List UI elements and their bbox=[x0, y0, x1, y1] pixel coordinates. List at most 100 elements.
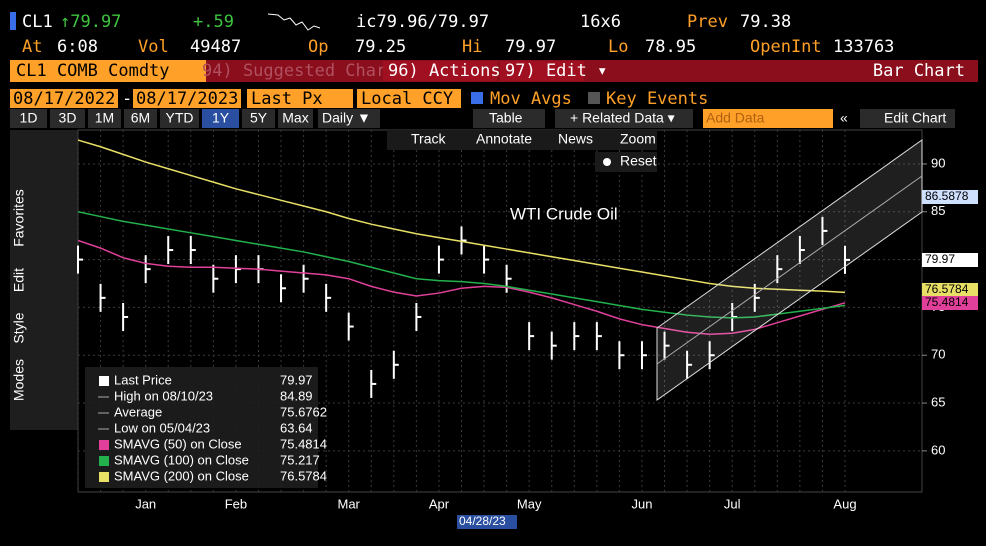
range-btn[interactable] bbox=[88, 109, 121, 128]
range-btn[interactable] bbox=[202, 109, 239, 128]
price-bar bbox=[595, 322, 602, 351]
currency[interactable]: Local CCY bbox=[361, 89, 453, 109]
annotate[interactable]: Annotate bbox=[476, 131, 532, 147]
y-tick-label: 90 bbox=[931, 155, 945, 170]
price-bar bbox=[77, 245, 83, 274]
edit[interactable]: 97) Edit ▾ bbox=[505, 61, 607, 81]
side-tab[interactable]: Edit bbox=[11, 268, 27, 292]
y-tick-label: 60 bbox=[931, 442, 945, 457]
related[interactable]: + Related Data ▾ bbox=[570, 110, 675, 126]
price-bar bbox=[144, 255, 151, 284]
mov-avgs-checkbox[interactable] bbox=[471, 92, 483, 104]
range[interactable]: 1D bbox=[20, 110, 38, 126]
price-bar bbox=[122, 302, 129, 331]
edit-btn[interactable] bbox=[500, 61, 584, 81]
range[interactable]: 1Y bbox=[212, 110, 230, 126]
price-bar bbox=[618, 341, 625, 370]
side-tab[interactable]: Favorites bbox=[11, 189, 27, 247]
mov-avgs[interactable]: Mov Avgs bbox=[490, 89, 572, 109]
related-btn[interactable] bbox=[555, 109, 693, 128]
range-btn[interactable] bbox=[278, 109, 313, 128]
legend-label: SMAVG (50) on Close bbox=[114, 436, 242, 451]
legend-value: 84.89 bbox=[280, 388, 313, 403]
price-bar bbox=[234, 255, 241, 284]
price-bar bbox=[844, 245, 850, 274]
range[interactable]: 1M bbox=[95, 110, 114, 126]
legend-value: 75.6762 bbox=[280, 404, 327, 419]
y-tick-label: 65 bbox=[931, 394, 945, 409]
legend-swatch bbox=[99, 376, 109, 386]
price-bar bbox=[437, 245, 444, 274]
price-bar bbox=[212, 264, 219, 293]
range-btn[interactable] bbox=[160, 109, 199, 128]
axis-tag-box bbox=[922, 253, 978, 267]
legend-value: 75.4814 bbox=[280, 436, 327, 451]
range-btn[interactable] bbox=[10, 109, 47, 128]
legend-swatch bbox=[99, 456, 109, 466]
legend bbox=[85, 367, 318, 488]
hi: 79.97 bbox=[505, 37, 556, 57]
x-tick-label: Mar bbox=[338, 496, 361, 511]
y-tick-label: 85 bbox=[931, 203, 945, 218]
price-bar bbox=[731, 302, 738, 331]
price-bar bbox=[528, 322, 535, 351]
range[interactable]: 3D bbox=[59, 110, 77, 126]
left-toolbar bbox=[10, 130, 78, 430]
legend-value: 63.64 bbox=[280, 420, 313, 435]
key-events-checkbox[interactable] bbox=[588, 92, 600, 104]
table-btn[interactable] bbox=[473, 109, 545, 128]
legend-label: SMAVG (200) on Close bbox=[114, 468, 249, 483]
news[interactable]: News bbox=[558, 131, 593, 147]
price-bar bbox=[708, 341, 715, 370]
x-tick-label: Feb bbox=[225, 496, 247, 511]
price-bar bbox=[167, 236, 174, 265]
range[interactable]: YTD bbox=[166, 110, 194, 126]
size: 16x6 bbox=[580, 12, 621, 32]
track[interactable]: Track bbox=[411, 131, 446, 147]
legend-label: SMAVG (100) on Close bbox=[114, 452, 249, 467]
op: 79.25 bbox=[355, 37, 406, 57]
side-tab[interactable]: Style bbox=[11, 312, 27, 343]
actions-btn[interactable] bbox=[383, 61, 497, 81]
range-btn[interactable] bbox=[124, 109, 157, 128]
prev-label: Prev bbox=[687, 12, 728, 32]
price-bar bbox=[821, 216, 828, 245]
sparkline bbox=[267, 13, 321, 31]
start-box[interactable] bbox=[10, 89, 118, 108]
field[interactable]: Last Px bbox=[251, 89, 323, 109]
op-label: Op bbox=[308, 37, 328, 57]
reset[interactable]: Reset bbox=[620, 153, 657, 169]
price-bar bbox=[798, 236, 805, 265]
start[interactable]: 08/17/2022 bbox=[13, 89, 115, 109]
end[interactable]: 08/17/2023 bbox=[136, 89, 238, 109]
edit-chart-btn[interactable] bbox=[860, 109, 955, 128]
reset-btn[interactable] bbox=[595, 152, 657, 172]
side-tab[interactable]: Modes bbox=[11, 359, 27, 401]
range[interactable]: Max bbox=[282, 110, 308, 126]
field-box[interactable] bbox=[247, 89, 353, 108]
table[interactable]: Table bbox=[489, 110, 523, 126]
range-btn[interactable] bbox=[50, 109, 85, 128]
actions[interactable]: 96) Actions ▾ bbox=[388, 61, 521, 81]
collapse[interactable]: « bbox=[840, 110, 848, 126]
prev: 79.38 bbox=[740, 12, 791, 32]
period[interactable]: Daily ▼ bbox=[322, 110, 371, 126]
axis-tag-box bbox=[922, 296, 978, 310]
add-data-box[interactable] bbox=[703, 109, 833, 128]
chart-kind: Bar Chart bbox=[873, 61, 965, 81]
edit-chart[interactable]: Edit Chart bbox=[884, 110, 946, 126]
suggested[interactable]: 94) Suggested Charts bbox=[202, 61, 407, 81]
key-events[interactable]: Key Events bbox=[606, 89, 708, 109]
currency-box[interactable] bbox=[357, 89, 461, 108]
price-bar bbox=[640, 341, 647, 370]
add-data[interactable]: Add Data bbox=[706, 110, 765, 126]
legend-swatch bbox=[99, 472, 109, 482]
range[interactable]: 5Y bbox=[250, 110, 268, 126]
range-btn[interactable] bbox=[242, 109, 275, 128]
range[interactable]: 6M bbox=[131, 110, 150, 126]
end-box[interactable] bbox=[133, 89, 241, 108]
security-box[interactable] bbox=[10, 60, 206, 82]
moving-average bbox=[77, 139, 846, 294]
period-btn[interactable] bbox=[318, 109, 380, 128]
zoom[interactable]: Zoom bbox=[620, 131, 656, 147]
